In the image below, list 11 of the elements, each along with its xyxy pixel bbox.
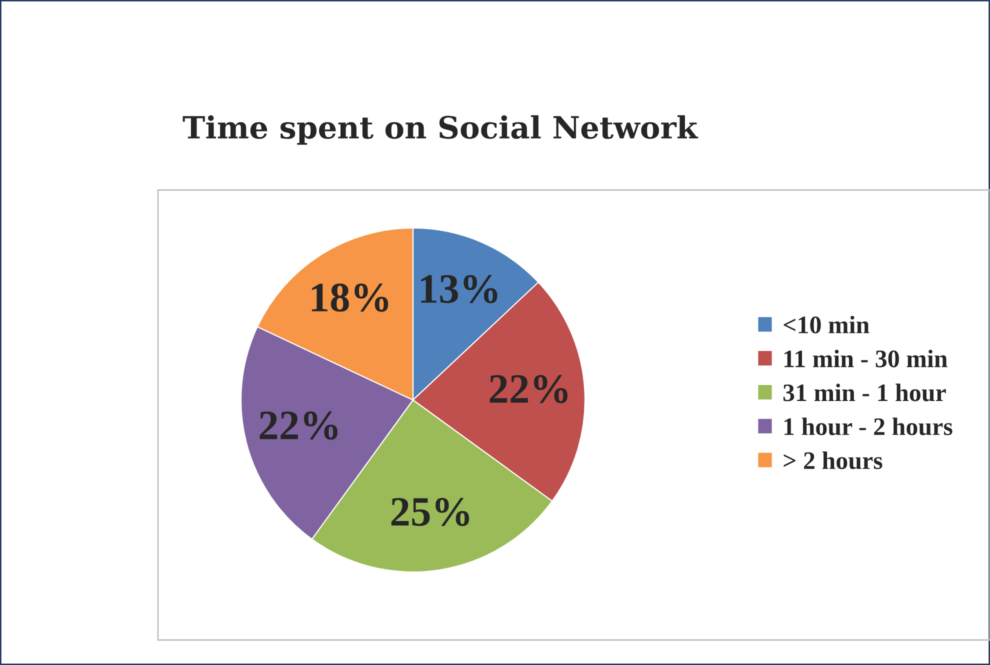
chart-title: Time spent on Social Network xyxy=(182,115,698,145)
data-label: 25% xyxy=(391,498,470,526)
legend-label: <10 min xyxy=(784,316,870,334)
legend-label: > 2 hours xyxy=(784,452,882,470)
legend-label: 11 min - 30 min xyxy=(784,350,948,368)
legend-label: 31 min - 1 hour xyxy=(783,384,946,402)
legend-label: 1 hour - 2 hours xyxy=(784,418,952,436)
data-label: 22% xyxy=(260,411,338,440)
data-label: 18% xyxy=(312,284,388,312)
data-label: 13% xyxy=(421,274,498,304)
data-label: 22% xyxy=(490,374,568,404)
